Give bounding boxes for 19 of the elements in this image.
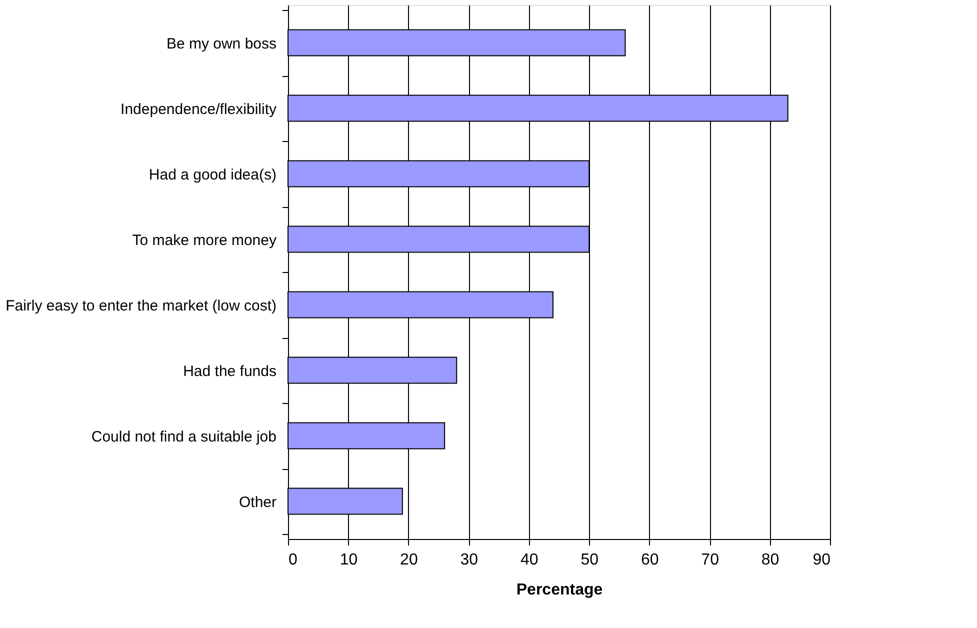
- x-axis-title: Percentage: [516, 582, 603, 598]
- x-tick-label: 0: [288, 552, 298, 568]
- x-tick-label: 20: [400, 552, 418, 568]
- y-tick-label: Could not find a suitable job: [91, 428, 276, 446]
- x-tick-label: 60: [640, 552, 659, 568]
- y-tick-label: Had the funds: [183, 362, 276, 380]
- y-tick-label: Independence/flexibility: [120, 100, 277, 118]
- y-tick-label: Be my own boss: [166, 35, 276, 52]
- x-tick-label: 40: [520, 552, 538, 568]
- y-tick-label: Fairly easy to enter the market (low cost): [6, 297, 276, 314]
- x-tick-label: 80: [761, 552, 780, 568]
- x-tick-label: 70: [701, 552, 720, 568]
- y-tick-label: Had a good idea(s): [148, 166, 276, 184]
- x-tick-label: 30: [460, 552, 478, 568]
- x-tick-label: 90: [812, 552, 831, 568]
- x-tick-label: 50: [580, 552, 599, 568]
- x-tick-label: 10: [340, 552, 358, 568]
- y-tick-label: Other: [238, 494, 277, 511]
- y-tick-label: To make more money: [132, 232, 277, 249]
